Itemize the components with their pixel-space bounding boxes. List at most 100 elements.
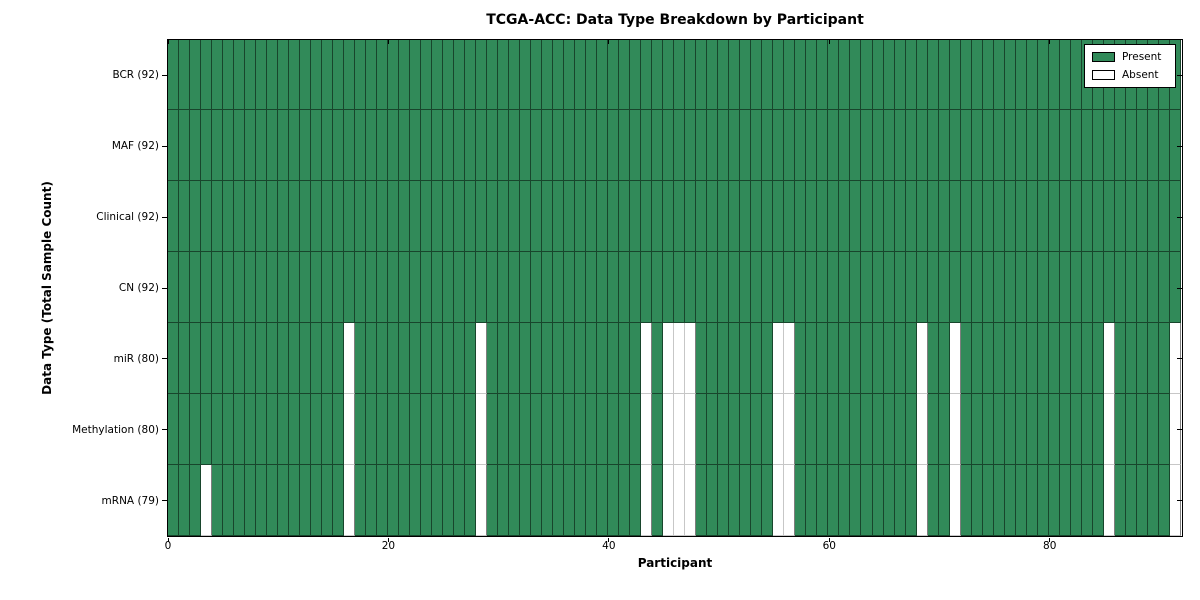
- heatmap-cell: [938, 252, 950, 323]
- heatmap-cell: [916, 464, 928, 536]
- heatmap-cell: [409, 252, 421, 323]
- heatmap-cell: [564, 110, 576, 182]
- heatmap-cell: [431, 322, 443, 394]
- heatmap-cell: [993, 464, 1005, 536]
- heatmap-cell: [960, 393, 972, 465]
- heatmap-cell: [431, 464, 443, 536]
- heatmap-cell: [497, 181, 509, 253]
- heatmap-cell: [420, 39, 432, 111]
- heatmap-cell: [376, 252, 388, 323]
- heatmap-cell: [266, 252, 278, 323]
- heatmap-cell: [663, 322, 675, 394]
- heatmap-cell: [938, 393, 950, 465]
- heatmap-cell: [1092, 393, 1104, 465]
- heatmap-cell: [685, 110, 697, 182]
- y-tick-label-Clinical: Clinical (92): [96, 211, 159, 224]
- heatmap-cell: [520, 39, 532, 111]
- heatmap-cell: [718, 110, 730, 182]
- heatmap-cell: [475, 181, 487, 253]
- heatmap-cell: [630, 322, 642, 394]
- heatmap-cell: [332, 39, 344, 111]
- heatmap-cell: [795, 181, 807, 253]
- heatmap-cell: [883, 39, 895, 111]
- heatmap-cell: [332, 322, 344, 394]
- heatmap-cell: [740, 181, 752, 253]
- heatmap-cell: [1004, 110, 1016, 182]
- heatmap-cell: [178, 181, 190, 253]
- heatmap-cell: [310, 181, 322, 253]
- heatmap-cell: [795, 393, 807, 465]
- heatmap-cell: [905, 39, 917, 111]
- heatmap-cell: [1158, 110, 1170, 182]
- heatmap-cell: [299, 181, 311, 253]
- x-tick-mark: [167, 537, 169, 542]
- heatmap-cell: [751, 464, 763, 536]
- heatmap-cell: [718, 252, 730, 323]
- heatmap-cell: [850, 322, 862, 394]
- legend-swatch-absent: [1092, 70, 1115, 80]
- heatmap-cell: [916, 181, 928, 253]
- heatmap-cell: [398, 322, 410, 394]
- heatmap-cell: [1015, 181, 1027, 253]
- heatmap-cell: [409, 181, 421, 253]
- heatmap-cell: [520, 252, 532, 323]
- heatmap-cell: [872, 110, 884, 182]
- heatmap-cell: [365, 464, 377, 536]
- y-tick-mark: [161, 145, 167, 147]
- heatmap-cell: [542, 39, 554, 111]
- heatmap-cell: [630, 110, 642, 182]
- heatmap-cell: [233, 322, 245, 394]
- y-tick-label-BCR: BCR (92): [112, 69, 159, 82]
- heatmap-cell: [762, 181, 774, 253]
- heatmap-cell: [729, 181, 741, 253]
- heatmap-cell: [332, 252, 344, 323]
- heatmap-cell: [343, 181, 355, 253]
- heatmap-cell: [453, 464, 465, 536]
- x-tick-mark: [387, 537, 389, 542]
- heatmap-cell: [806, 181, 818, 253]
- heatmap-cell: [608, 181, 620, 253]
- heatmap-cell: [663, 181, 675, 253]
- heatmap-cell: [321, 464, 333, 536]
- heatmap-cell: [1037, 110, 1049, 182]
- heatmap-cell: [553, 322, 565, 394]
- heatmap-cell: [542, 464, 554, 536]
- heatmap-cell: [740, 393, 752, 465]
- heatmap-cell: [321, 252, 333, 323]
- heatmap-cell: [1092, 252, 1104, 323]
- heatmap-cell: [1081, 464, 1093, 536]
- heatmap-cell: [564, 252, 576, 323]
- heatmap-cell: [773, 39, 785, 111]
- heatmap-cell: [354, 39, 366, 111]
- heatmap-cell: [1004, 252, 1016, 323]
- heatmap-cell: [1136, 464, 1148, 536]
- heatmap-cell: [387, 110, 399, 182]
- heatmap-cell: [652, 464, 664, 536]
- heatmap-cell: [718, 393, 730, 465]
- heatmap-cell: [619, 181, 631, 253]
- heatmap-cell: [332, 393, 344, 465]
- heatmap-cell: [1081, 393, 1093, 465]
- heatmap-cell: [277, 181, 289, 253]
- heatmap-cell: [343, 110, 355, 182]
- heatmap-cell: [1070, 464, 1082, 536]
- heatmap-cell: [575, 181, 587, 253]
- heatmap-cell: [828, 39, 840, 111]
- heatmap-cell: [751, 181, 763, 253]
- heatmap-cell: [266, 181, 278, 253]
- heatmap-cell: [343, 464, 355, 536]
- heatmap-cell: [894, 464, 906, 536]
- heatmap-cell: [244, 322, 256, 394]
- heatmap-cell: [553, 110, 565, 182]
- heatmap-cell: [1136, 181, 1148, 253]
- heatmap-cell: [354, 110, 366, 182]
- heatmap-cell: [806, 322, 818, 394]
- heatmap-cell: [508, 464, 520, 536]
- heatmap-cell: [277, 393, 289, 465]
- heatmap-cell: [553, 393, 565, 465]
- heatmap-cell: [685, 393, 697, 465]
- heatmap-cell: [310, 464, 322, 536]
- heatmap-cell: [861, 393, 873, 465]
- heatmap-cell: [674, 393, 686, 465]
